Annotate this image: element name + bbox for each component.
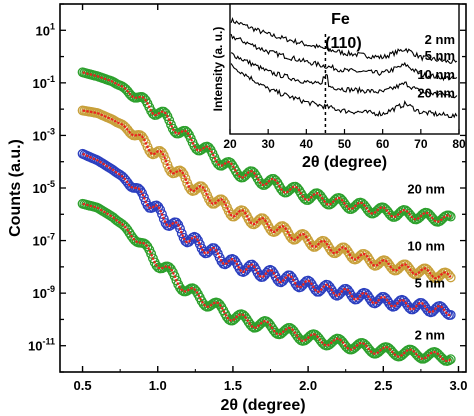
x-tick-label: 2.0 <box>299 378 317 393</box>
y-tick-label: 10-1 <box>33 74 55 91</box>
fe-annotation-line1: Fe <box>331 11 350 28</box>
inset-series-2-nm: 2 nm <box>230 17 458 65</box>
inset-series-10-nm: 10 nm <box>230 52 458 99</box>
y-tick-label: 10-5 <box>33 179 55 196</box>
data-marker <box>445 309 456 320</box>
data-marker <box>303 275 314 286</box>
data-marker <box>180 173 191 184</box>
x-tick-label: 1.0 <box>149 378 167 393</box>
data-marker <box>445 211 456 222</box>
inset-x-tick-label: 60 <box>376 137 390 151</box>
data-marker <box>138 192 149 203</box>
series-label: 10 nm <box>407 238 445 253</box>
data-marker <box>290 328 301 339</box>
data-marker <box>164 115 175 126</box>
inset-spectrum-line <box>230 63 458 119</box>
inset-x-tick-label: 80 <box>452 137 466 151</box>
y-tick-label: 10-3 <box>33 126 55 143</box>
data-marker <box>160 155 171 165</box>
inset-series-5-nm: 5 nm <box>230 33 458 82</box>
series-5-nm: 5 nm <box>77 148 456 320</box>
data-marker <box>117 219 128 230</box>
inset-x-tick-label: 30 <box>261 137 275 151</box>
data-marker <box>445 354 456 365</box>
data-marker <box>169 271 180 282</box>
data-marker <box>167 218 178 229</box>
data-marker <box>120 222 131 233</box>
x-tick-label: 2.5 <box>374 378 392 393</box>
inset-x-tick-label: 20 <box>223 137 237 151</box>
inset-series-label: 2 nm <box>425 32 455 47</box>
data-marker <box>443 355 454 366</box>
data-marker <box>337 195 348 206</box>
series-label: 5 nm <box>415 276 445 291</box>
data-marker <box>155 204 166 215</box>
main-plot: 0.5 1.0 1.5 2.0 2.5 3.0 101 10-1 10-3 10-5 10-7 10-… <box>7 3 468 414</box>
data-marker <box>119 82 130 93</box>
data-marker <box>382 295 393 306</box>
series-label: 2 nm <box>415 328 445 343</box>
data-marker <box>146 248 157 259</box>
inset-series-label: 10 nm <box>417 67 455 82</box>
data-marker <box>267 322 277 333</box>
x-tick-label: 0.5 <box>74 378 92 393</box>
data-marker <box>158 150 169 161</box>
data-marker <box>189 284 200 295</box>
inset-series-20-nm: 20 nm <box>230 63 458 119</box>
x-axis-title: 2θ (degree) <box>220 397 305 414</box>
data-marker <box>445 272 456 283</box>
series-20-nm: 20 nm <box>77 67 456 227</box>
y-tick-label: 10-9 <box>33 284 55 301</box>
fit-line <box>82 71 452 223</box>
inset-y-axis-title: Intensity (a. u.) <box>211 27 225 112</box>
inset-spectrum-line <box>230 33 458 82</box>
inset-series-label: 5 nm <box>425 48 455 63</box>
inset-spectrum-line <box>230 52 458 99</box>
fit-line <box>82 109 452 280</box>
series-2-nm: 2 nm <box>77 198 456 366</box>
data-marker <box>202 248 213 259</box>
data-marker <box>443 210 454 221</box>
data-marker <box>176 228 187 239</box>
inset-x-tick-label: 50 <box>338 137 352 151</box>
y-tick-label: 10-7 <box>33 232 55 249</box>
data-marker <box>443 270 454 280</box>
data-marker <box>185 184 196 195</box>
data-marker <box>229 211 240 222</box>
inset-x-tick-label: 70 <box>414 137 428 151</box>
inset-x-axis-title: 2θ (degree) <box>302 154 387 171</box>
data-marker <box>157 209 167 220</box>
inset-x-tick-label: 40 <box>300 137 314 151</box>
x-tick-label: 1.5 <box>224 378 242 393</box>
y-tick-label: 101 <box>36 21 55 38</box>
fe-annotation-line2: (110) <box>325 35 361 52</box>
y-tick-label: 10-11 <box>28 337 55 354</box>
data-marker <box>407 345 418 356</box>
y-axis-title: Counts (a.u.) <box>7 139 24 237</box>
x-tick-label: 3.0 <box>449 378 467 393</box>
series-label: 20 nm <box>407 182 445 197</box>
inset-series-label: 20 nm <box>417 86 455 101</box>
data-marker <box>261 316 272 327</box>
fit-line <box>82 202 452 363</box>
data-marker <box>313 286 324 297</box>
inset-spectrum-line <box>230 17 458 65</box>
inset-plot: 20 30 40 50 60 70 80 2θ (degree) Intensity (a. u… <box>211 3 466 171</box>
data-marker <box>290 181 301 192</box>
data-marker <box>382 257 393 268</box>
fit-line <box>82 152 451 317</box>
series-10-nm: 10 nm <box>77 105 456 284</box>
data-marker <box>175 223 185 234</box>
